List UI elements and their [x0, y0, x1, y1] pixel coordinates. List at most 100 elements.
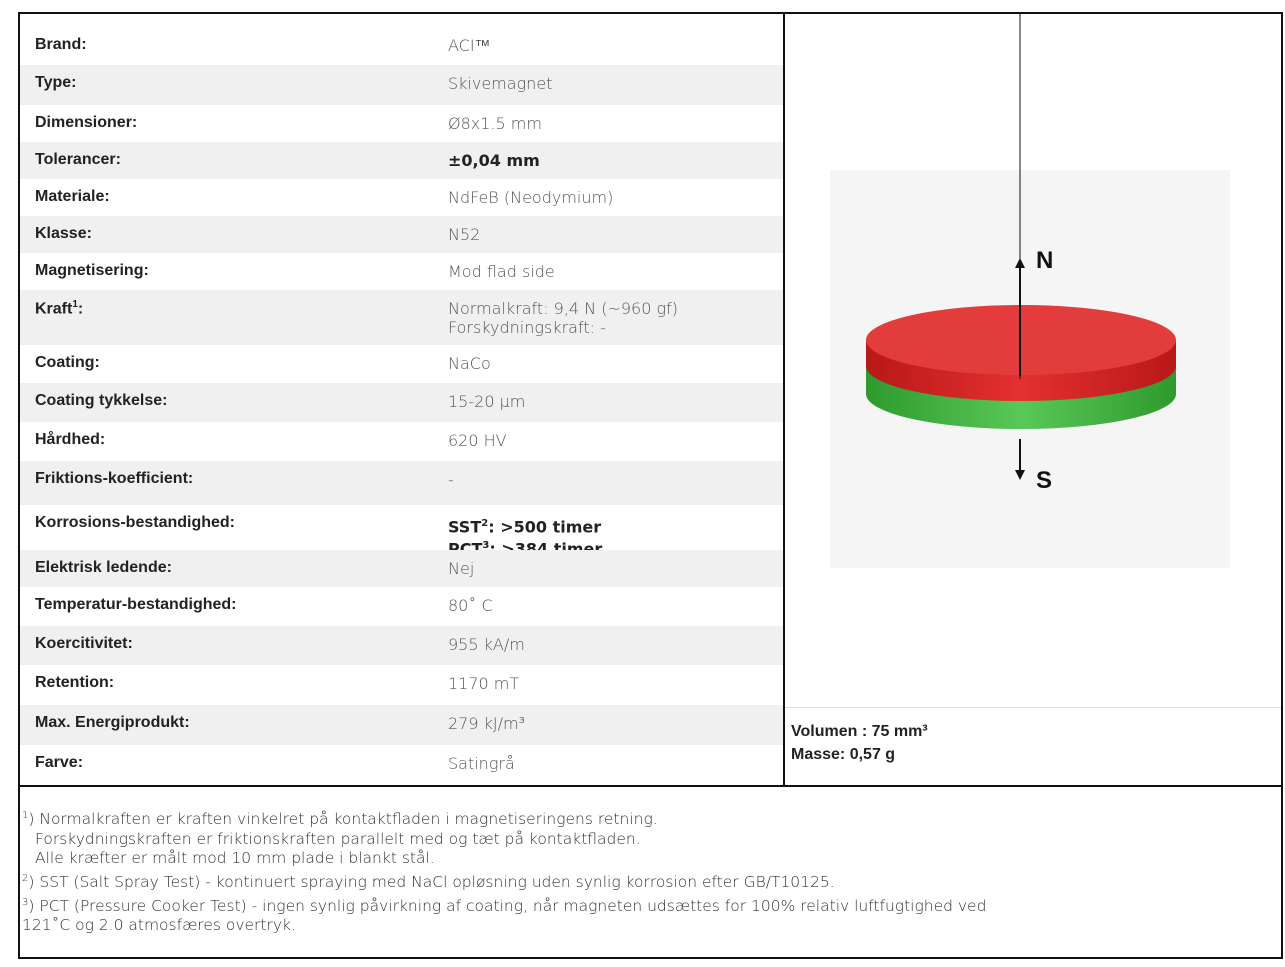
table-row: Type: Skivemagnet	[20, 65, 783, 106]
row-value: Normalkraft: 9,4 N (~960 gf) Forskydnings…	[448, 299, 678, 337]
label-text: Type:	[35, 74, 77, 91]
row-value: Satingrå	[448, 754, 515, 773]
row-label: Temperatur-bestandighed:	[35, 596, 237, 614]
value-text: NdFeB (Neodymium)	[448, 188, 614, 207]
table-row: Retention: 1170 mT	[20, 665, 783, 706]
value-sup: 3	[482, 540, 490, 552]
row-label: Brand:	[35, 36, 87, 54]
product-image: N S	[830, 14, 1230, 568]
row-label: Magnetisering:	[35, 262, 149, 280]
table-row: Tolerancer: ±0,04 mm	[20, 142, 783, 180]
row-label: Materiale:	[35, 188, 110, 206]
label-text: Koercitivitet:	[35, 635, 133, 652]
label-end: :	[77, 300, 84, 318]
footnotes: 1) Normalkraften er kraften vinkelret på…	[22, 806, 986, 936]
value-text: ACI™	[448, 36, 491, 55]
footnote-line: Forskydningskraften er friktionskraften …	[22, 830, 986, 850]
table-row: Hårdhed: 620 HV	[20, 422, 783, 462]
label-text: Hårdhed:	[35, 431, 106, 448]
label-text: Coating:	[35, 354, 100, 371]
value-text: Skivemagnet	[448, 74, 553, 93]
frame	[18, 12, 1283, 959]
value-text: SST	[448, 517, 482, 537]
row-value: Ø8x1.5 mm	[448, 114, 542, 133]
label-text: Klasse:	[35, 225, 92, 242]
table-row: Temperatur-bestandighed: 80˚ C	[20, 587, 783, 627]
row-label: Dimensioner:	[35, 114, 137, 132]
footnote-text: ) SST (Salt Spray Test) - kontinuert spr…	[28, 873, 835, 892]
value-text: 955 kA/m	[448, 635, 525, 654]
label-text: Elektrisk ledende:	[35, 559, 172, 576]
label-text: Magnetisering:	[35, 262, 149, 279]
label-text: Brand:	[35, 36, 87, 53]
table-row: Dimensioner: Ø8x1.5 mm	[20, 105, 783, 143]
table-row: Friktions-koefficient: -	[20, 461, 783, 506]
row-value: Skivemagnet	[448, 74, 552, 93]
value-text: Nej	[448, 559, 475, 578]
value-line: Normalkraft: 9,4 N (~960 gf)	[448, 299, 678, 318]
footnote-text: Forskydningskraften er friktionskraften …	[35, 829, 641, 848]
divider	[18, 785, 1281, 787]
value-text: 279 kJ/m³	[448, 714, 525, 733]
footnote-line: Alle kræfter er målt mod 10 mm plade i b…	[22, 849, 986, 869]
table-row: Koercitivitet: 955 kA/m	[20, 626, 783, 666]
row-label: Friktions-koefficient:	[35, 470, 193, 488]
value-sup: 2	[481, 518, 489, 529]
footnote-sup: 3	[22, 896, 29, 908]
footnote-sup: 1	[22, 810, 29, 821]
row-label: Kraft1:	[35, 299, 83, 318]
footnote-text: ) PCT (Pressure Cooker Test) - ingen syn…	[28, 896, 987, 915]
label-text: Tolerancer:	[35, 151, 121, 168]
footnote-line: 2) SST (Salt Spray Test) - kontinuert sp…	[22, 869, 986, 893]
row-value: ±0,04 mm	[448, 151, 540, 170]
table-row: Brand: ACI™	[20, 27, 783, 66]
footnote-sup: 2	[22, 872, 29, 884]
row-label: Tolerancer:	[35, 151, 121, 169]
value-text: 1170 mT	[448, 674, 520, 693]
row-value: Nej	[448, 559, 474, 578]
label-text: Friktions-koefficient:	[35, 470, 194, 487]
south-label: S	[1036, 467, 1052, 494]
label-text: Farve:	[35, 754, 84, 771]
row-value: -	[448, 470, 454, 489]
row-value: Mod flad side	[448, 262, 555, 281]
row-label: Max. Energiprodukt:	[35, 714, 190, 732]
value-text: 15-20 µm	[448, 392, 526, 411]
table-row: Elektrisk ledende: Nej	[20, 550, 783, 588]
value-text: Mod flad side	[448, 262, 555, 281]
footnote-line: 121˚C og 2.0 atmosfæres overtryk.	[22, 916, 986, 936]
row-label: Hårdhed:	[35, 431, 105, 449]
row-value: ACI™	[448, 36, 491, 55]
value-text: ±0,04 mm	[448, 151, 540, 170]
value-line: Forskydningskraft: -	[448, 318, 606, 337]
table-row: Max. Energiprodukt: 279 kJ/m³	[20, 705, 783, 746]
label-text: Retention:	[35, 674, 115, 691]
label-text: Coating tykkelse:	[35, 392, 168, 409]
value-text: 80˚ C	[448, 596, 493, 615]
row-value: NdFeB (Neodymium)	[448, 188, 613, 207]
row-label: Elektrisk ledende:	[35, 559, 172, 577]
footnote-text: 121˚C og 2.0 atmosfæres overtryk.	[22, 916, 296, 935]
mass: Masse: 0,57 g	[791, 746, 896, 763]
label-text: Dimensioner:	[35, 114, 138, 131]
value-text: 620 HV	[448, 431, 507, 450]
footnote-text: Alle kræfter er målt mod 10 mm plade i b…	[35, 849, 435, 868]
table-row: Magnetisering: Mod flad side	[20, 253, 783, 291]
label-text: Kraft	[35, 300, 73, 318]
value-text: NaCo	[448, 354, 491, 373]
row-value: 1170 mT	[448, 674, 519, 693]
value-text: Satingrå	[448, 754, 515, 773]
row-label: Korrosions-bestandighed:	[35, 514, 235, 532]
value-text: : >500 timer	[488, 517, 602, 537]
footnote-line: 1) Normalkraften er kraften vinkelret på…	[22, 806, 986, 830]
label-text: Max. Energiprodukt:	[35, 714, 190, 731]
row-label: Klasse:	[35, 225, 92, 243]
divider	[783, 12, 785, 785]
row-value: N52	[448, 225, 480, 244]
footnote-line: 3) PCT (Pressure Cooker Test) - ingen sy…	[22, 893, 986, 917]
row-value: 15-20 µm	[448, 392, 525, 411]
value-line: SST2: >500 timer	[448, 514, 602, 536]
row-label: Coating tykkelse:	[35, 392, 167, 410]
row-label: Type:	[35, 74, 76, 92]
table-row: Kraft1: Normalkraft: 9,4 N (~960 gf) Forsk…	[20, 290, 783, 346]
